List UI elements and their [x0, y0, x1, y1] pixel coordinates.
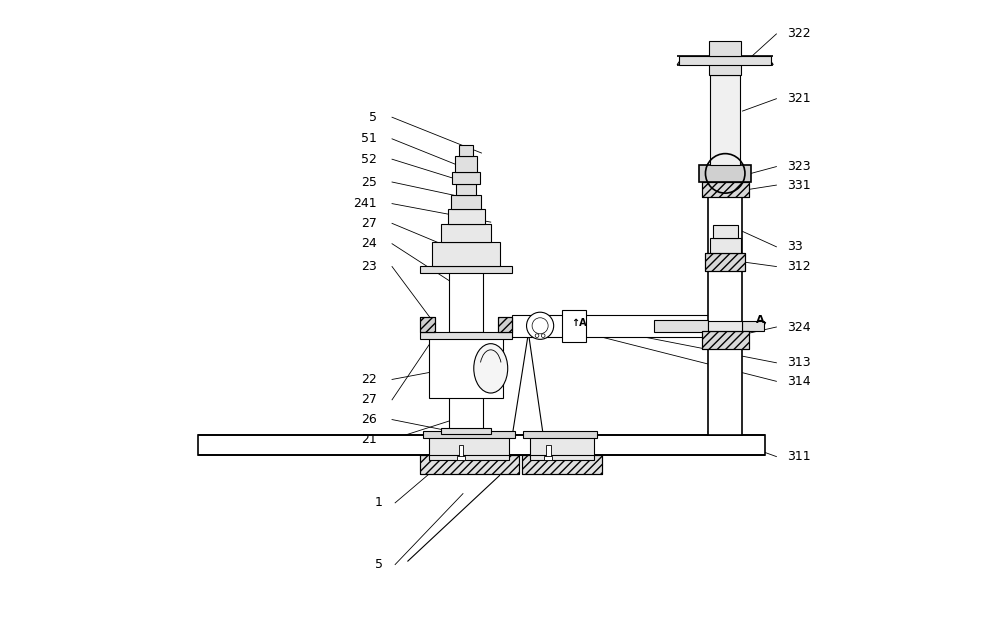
Bar: [654, 320, 708, 332]
Text: 331: 331: [787, 178, 811, 192]
Bar: [708, 170, 742, 435]
Bar: [709, 63, 741, 75]
Text: 321: 321: [787, 92, 811, 106]
Text: 5: 5: [369, 110, 377, 124]
Bar: [498, 317, 512, 332]
Text: 25: 25: [361, 175, 377, 189]
Text: 21: 21: [361, 433, 377, 446]
Bar: [742, 321, 764, 331]
Text: 323: 323: [787, 160, 811, 173]
Bar: [423, 431, 515, 438]
Bar: [451, 195, 481, 209]
Text: 311: 311: [787, 450, 811, 463]
Bar: [708, 321, 742, 331]
Bar: [449, 271, 483, 332]
Bar: [420, 455, 519, 474]
Bar: [420, 266, 512, 273]
Circle shape: [535, 334, 539, 337]
Bar: [420, 455, 519, 474]
Bar: [512, 315, 718, 337]
Text: 313: 313: [787, 356, 811, 370]
Bar: [705, 253, 745, 271]
Bar: [544, 456, 552, 460]
Bar: [456, 184, 476, 195]
Bar: [429, 435, 509, 460]
Bar: [441, 224, 491, 242]
Bar: [679, 56, 771, 65]
Text: ↑A: ↑A: [571, 318, 587, 328]
Bar: [420, 332, 512, 339]
Ellipse shape: [474, 344, 508, 393]
Circle shape: [527, 312, 554, 339]
Bar: [546, 445, 551, 458]
Bar: [420, 317, 435, 332]
Text: 24: 24: [361, 237, 377, 251]
Bar: [702, 182, 749, 197]
Bar: [498, 317, 512, 332]
Text: 27: 27: [361, 217, 377, 230]
Text: A: A: [756, 315, 765, 325]
Bar: [441, 428, 491, 434]
Bar: [702, 331, 749, 349]
Bar: [710, 75, 740, 165]
Text: 26: 26: [361, 413, 377, 426]
Text: 33: 33: [787, 240, 803, 254]
Bar: [705, 253, 745, 271]
Bar: [530, 435, 594, 460]
Bar: [702, 182, 749, 197]
Text: 51: 51: [361, 132, 377, 146]
Bar: [198, 435, 765, 455]
Bar: [699, 165, 751, 182]
Text: 1: 1: [375, 496, 383, 510]
Bar: [562, 310, 586, 342]
Bar: [702, 331, 749, 349]
Circle shape: [532, 318, 548, 334]
Bar: [448, 209, 485, 224]
Bar: [713, 225, 738, 238]
Bar: [449, 372, 483, 431]
Bar: [709, 41, 741, 56]
Text: 23: 23: [361, 260, 377, 273]
Circle shape: [541, 334, 545, 337]
Bar: [710, 238, 741, 253]
Text: 241: 241: [353, 197, 377, 210]
Text: 322: 322: [787, 27, 811, 41]
Text: 27: 27: [361, 393, 377, 407]
Bar: [457, 456, 465, 460]
Text: 312: 312: [787, 260, 811, 273]
Text: 324: 324: [787, 320, 811, 334]
Bar: [459, 445, 463, 458]
Bar: [455, 156, 477, 172]
Text: 22: 22: [361, 373, 377, 386]
Text: 314: 314: [787, 375, 811, 388]
Bar: [432, 242, 500, 266]
Bar: [420, 317, 435, 332]
Bar: [522, 455, 602, 474]
Bar: [429, 337, 503, 398]
Bar: [522, 455, 602, 474]
Text: 5: 5: [375, 558, 383, 571]
Bar: [452, 172, 480, 184]
Text: 52: 52: [361, 152, 377, 166]
Bar: [523, 431, 597, 438]
Bar: [459, 145, 473, 156]
